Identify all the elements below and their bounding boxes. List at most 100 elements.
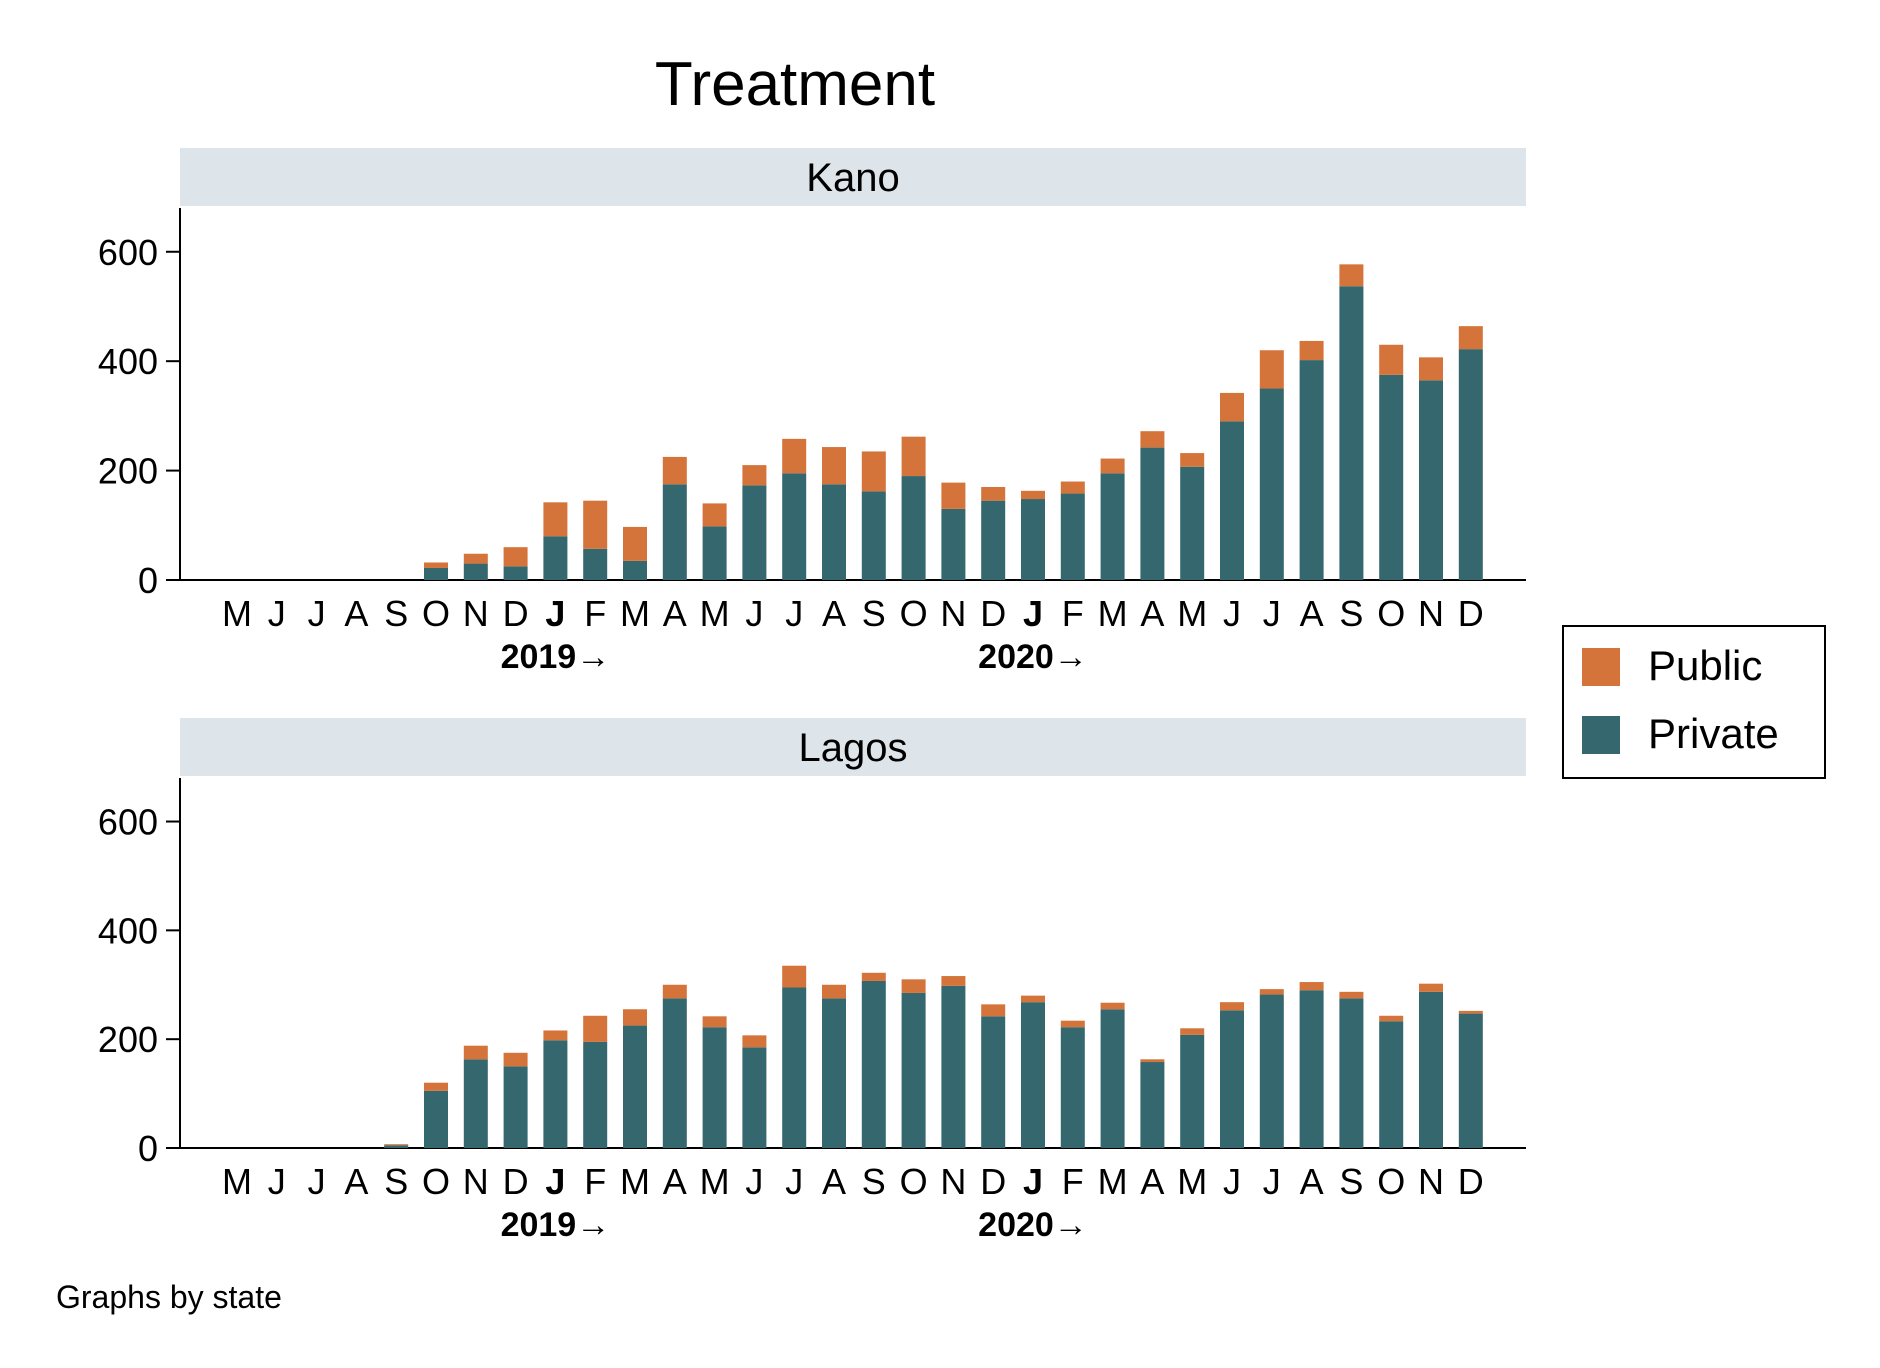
x-tick-label: N	[940, 593, 966, 634]
bar-private	[623, 560, 647, 580]
x-tick-label: S	[1339, 1161, 1363, 1202]
bar-private	[1339, 998, 1364, 1148]
x-tick-label: M	[1177, 593, 1207, 634]
bar-public	[1220, 392, 1244, 422]
bar-public	[1339, 264, 1364, 287]
x-tick-label: J	[745, 1161, 763, 1202]
x-tick-label: N	[1418, 1161, 1444, 1202]
bar-private	[1458, 349, 1483, 580]
bar-public	[1379, 344, 1404, 375]
bar-public	[1458, 326, 1483, 350]
bar-public	[702, 503, 727, 527]
bar-private	[1180, 1034, 1205, 1148]
x-tick-label: S	[1339, 593, 1363, 634]
bar-private	[1140, 1062, 1165, 1148]
x-tick-label: A	[663, 1161, 687, 1202]
x-tick-label: M	[1098, 1161, 1128, 1202]
bar-private	[1458, 1013, 1483, 1148]
bar-private	[662, 998, 687, 1148]
bar-private	[583, 548, 608, 580]
bar-public	[1259, 989, 1284, 995]
bar-public	[503, 1052, 528, 1067]
bar-public	[1419, 983, 1443, 992]
x-tick-label: N	[463, 1161, 489, 1202]
x-tick-label: J	[785, 593, 803, 634]
bar-private	[1379, 1021, 1404, 1148]
bar-public	[981, 487, 1006, 501]
x-tick-label: J	[545, 1161, 565, 1202]
bar-private	[1259, 994, 1284, 1148]
bar-public	[1259, 350, 1284, 389]
x-tick-label: A	[1300, 1161, 1324, 1202]
legend: Public Private	[1562, 625, 1826, 779]
x-tick-label: D	[1458, 1161, 1484, 1202]
bar-public	[1021, 995, 1045, 1003]
x-tick-label: O	[1377, 1161, 1405, 1202]
bar-public	[822, 984, 846, 999]
bar-public	[1100, 458, 1125, 474]
bar-private	[1299, 990, 1324, 1148]
bar-private	[822, 998, 846, 1148]
bar-public	[583, 1015, 608, 1042]
bar-public	[623, 1009, 647, 1026]
bar-public	[503, 547, 528, 567]
x-tick-label: A	[822, 593, 846, 634]
bar-public	[981, 1004, 1006, 1017]
x-tick-label: N	[940, 1161, 966, 1202]
x-tick-label: A	[822, 1161, 846, 1202]
bar-public	[1299, 982, 1324, 991]
x-tick-label: J	[308, 593, 326, 634]
y-tick-label: 0	[138, 1128, 158, 1169]
bar-private	[702, 1027, 727, 1148]
bar-public	[901, 979, 926, 993]
x-tick-label: A	[344, 1161, 368, 1202]
bar-public	[463, 553, 488, 564]
x-tick-label: M	[222, 1161, 252, 1202]
bar-public	[1458, 1010, 1483, 1014]
bar-private	[1419, 380, 1443, 580]
x-tick-label: J	[1023, 593, 1043, 634]
y-tick-label: 200	[98, 451, 158, 492]
bar-public	[1180, 1028, 1205, 1035]
bar-private	[1220, 1010, 1244, 1148]
bar-private	[1339, 286, 1364, 580]
x-tick-label: M	[700, 593, 730, 634]
bar-public	[1140, 431, 1165, 448]
bar-public	[1379, 1015, 1404, 1022]
x-tick-label: S	[862, 593, 886, 634]
graphs-note: Graphs by state	[56, 1279, 282, 1315]
y-tick-label: 200	[98, 1019, 158, 1060]
x-tick-label: F	[584, 593, 606, 634]
bar-private	[1299, 360, 1324, 580]
bar-public	[901, 436, 926, 477]
bar-private	[1220, 421, 1244, 580]
x-tick-label: D	[980, 1161, 1006, 1202]
bar-public	[543, 502, 568, 537]
bar-private	[1100, 473, 1125, 580]
y-tick-label: 400	[98, 341, 158, 382]
x-tick-label: N	[463, 593, 489, 634]
bar-public	[742, 465, 767, 486]
bar-private	[463, 1059, 488, 1148]
bar-public	[1140, 1059, 1165, 1063]
x-tick-label: O	[900, 1161, 928, 1202]
x-tick-label: D	[1458, 593, 1484, 634]
y-tick-label: 0	[138, 560, 158, 601]
bar-private	[543, 1040, 568, 1148]
legend-label-private: Private	[1648, 710, 1779, 757]
bar-private	[1140, 447, 1165, 580]
bar-private	[981, 1016, 1006, 1148]
bar-private	[861, 980, 886, 1148]
bar-public	[702, 1016, 727, 1028]
x-tick-label: D	[503, 593, 529, 634]
bar-public	[424, 562, 448, 568]
y-tick-label: 600	[98, 232, 158, 273]
x-tick-label: M	[700, 1161, 730, 1202]
bar-private	[1180, 466, 1205, 580]
bar-private	[981, 500, 1006, 580]
x-tick-label: S	[384, 593, 408, 634]
bar-public	[861, 451, 886, 492]
